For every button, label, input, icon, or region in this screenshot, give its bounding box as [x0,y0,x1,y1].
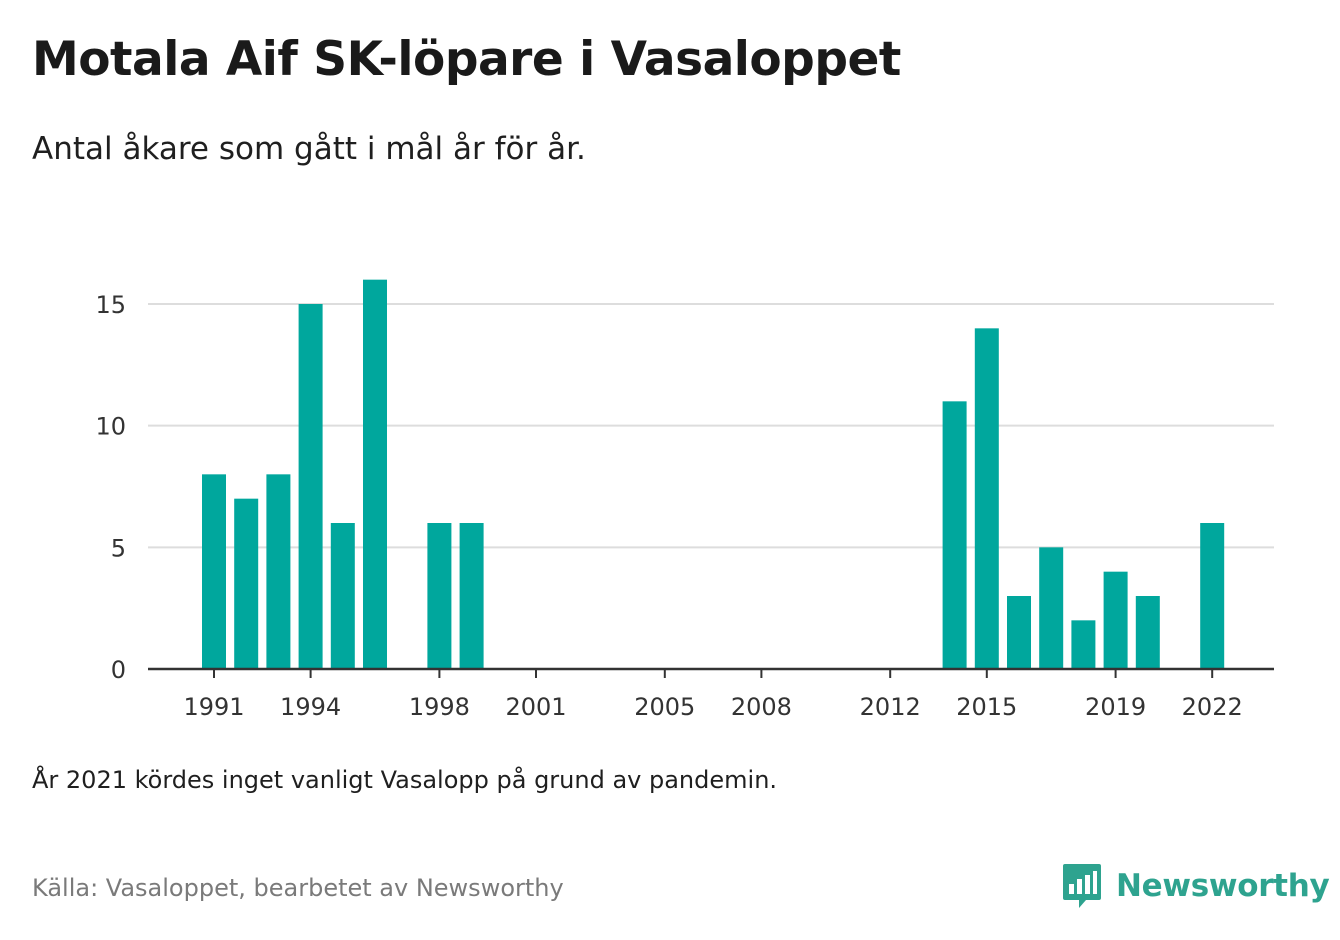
bar-1991 [202,474,226,669]
x-tick-label: 2012 [860,693,921,721]
x-tick-label: 1994 [280,693,341,721]
axes: 0 5 10 15 1991 1994 1998 2001 2005 2008 2012 2015 20… [95,291,1274,721]
bar-2016 [1007,596,1031,669]
x-tick-label: 2022 [1182,693,1243,721]
bar-1992 [234,498,259,669]
brand-name: Newsworthy [1116,868,1330,904]
bar-chart-speech-bubble-icon [1063,864,1101,908]
bars [202,279,1225,669]
x-tick-label: 2019 [1085,693,1146,721]
bar-2020 [1135,596,1160,669]
bar-chart: 0 5 10 15 1991 1994 1998 2001 2005 2008 2012 2015 20… [95,279,1274,721]
bar-2015 [974,328,999,669]
x-tick-label: 1998 [409,693,470,721]
source-credit: Källa: Vasaloppet, bearbetet av Newswort… [32,874,564,902]
y-tick-label: 10 [95,413,126,441]
y-tick-label: 0 [111,656,126,684]
bar-1998 [427,523,452,669]
y-tick-label: 5 [111,534,126,562]
y-tick-label: 15 [95,291,126,319]
bar-2017 [1039,547,1064,669]
bar-1996 [363,279,387,669]
bar-2014 [942,401,967,669]
bar-2019 [1103,571,1128,669]
bar-1993 [266,474,291,669]
x-tick-label: 2008 [731,693,792,721]
x-tick-label: 1991 [183,693,244,721]
newsworthy-logo: Newsworthy [1062,862,1330,910]
chart-title: Motala Aif SK-löpare i Vasaloppet [32,32,901,87]
bar-1995 [330,523,355,669]
bar-2018 [1071,620,1096,669]
x-tick-label: 2015 [956,693,1017,721]
x-tick-label: 2005 [634,693,695,721]
bar-2022 [1200,523,1225,669]
chart-subtitle: Antal åkare som gått i mål år för år. [32,131,586,167]
bar-1994 [298,304,323,669]
x-tick-label: 2001 [505,693,566,721]
bar-1999 [459,523,484,669]
chart-note: År 2021 kördes inget vanligt Vasalopp på… [32,766,778,794]
